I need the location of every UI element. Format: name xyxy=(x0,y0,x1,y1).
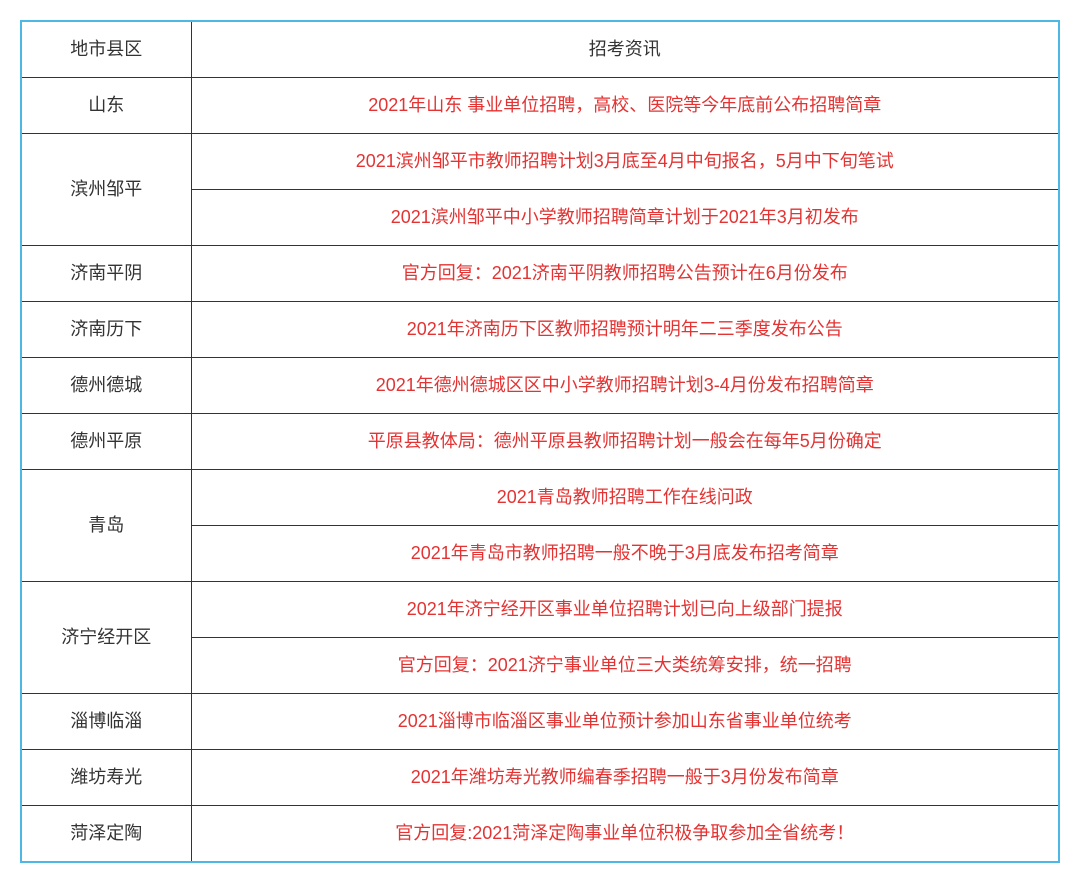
info-cell: 2021年德州德城区区中小学教师招聘计划3-4月份发布招聘简章 xyxy=(191,358,1059,414)
info-link[interactable]: 平原县教体局：德州平原县教师招聘计划一般会在每年5月份确定 xyxy=(368,431,882,451)
info-cell: 2021年潍坊寿光教师编春季招聘一般于3月份发布简章 xyxy=(191,750,1059,806)
info-link[interactable]: 官方回复:2021菏泽定陶事业单位积极争取参加全省统考！ xyxy=(395,823,854,843)
region-cell: 德州平原 xyxy=(21,414,191,470)
info-link[interactable]: 官方回复：2021济宁事业单位三大类统筹安排，统一招聘 xyxy=(398,655,852,675)
table-row: 山东 2021年山东 事业单位招聘，高校、医院等今年底前公布招聘简章 xyxy=(21,78,1059,134)
info-cell: 平原县教体局：德州平原县教师招聘计划一般会在每年5月份确定 xyxy=(191,414,1059,470)
region-cell: 济宁经开区 xyxy=(21,582,191,694)
region-cell: 济南历下 xyxy=(21,302,191,358)
info-cell: 2021淄博市临淄区事业单位预计参加山东省事业单位统考 xyxy=(191,694,1059,750)
info-link[interactable]: 2021滨州邹平中小学教师招聘简章计划于2021年3月初发布 xyxy=(391,207,859,227)
region-cell: 青岛 xyxy=(21,470,191,582)
info-link[interactable]: 2021年德州德城区区中小学教师招聘计划3-4月份发布招聘简章 xyxy=(376,375,874,395)
info-cell: 官方回复：2021济宁事业单位三大类统筹安排，统一招聘 xyxy=(191,638,1059,694)
table-row: 滨州邹平2021滨州邹平市教师招聘计划3月底至4月中旬报名，5月中下旬笔试 xyxy=(21,134,1059,190)
table-header-row: 地市县区 招考资讯 xyxy=(21,21,1059,78)
info-cell: 2021年山东 事业单位招聘，高校、医院等今年底前公布招聘简章 xyxy=(191,78,1059,134)
info-link[interactable]: 官方回复：2021济南平阴教师招聘公告预计在6月份发布 xyxy=(402,263,848,283)
info-cell: 2021滨州邹平中小学教师招聘简章计划于2021年3月初发布 xyxy=(191,190,1059,246)
recruitment-info-table: 地市县区 招考资讯 山东 2021年山东 事业单位招聘，高校、医院等今年底前公布招… xyxy=(20,20,1060,863)
info-cell: 2021年济南历下区教师招聘预计明年二三季度发布公告 xyxy=(191,302,1059,358)
info-link[interactable]: 2021青岛教师招聘工作在线问政 xyxy=(497,487,753,507)
header-info: 招考资讯 xyxy=(191,21,1059,78)
table-row: 德州平原 平原县教体局：德州平原县教师招聘计划一般会在每年5月份确定 xyxy=(21,414,1059,470)
table-row: 济宁经开区2021年济宁经开区事业单位招聘计划已向上级部门提报 xyxy=(21,582,1059,638)
table-body: 山东2021年山东 事业单位招聘，高校、医院等今年底前公布招聘简章滨州邹平202… xyxy=(21,78,1059,863)
region-cell: 德州德城 xyxy=(21,358,191,414)
info-cell: 2021年青岛市教师招聘一般不晚于3月底发布招考简章 xyxy=(191,526,1059,582)
table-row: 潍坊寿光 2021年潍坊寿光教师编春季招聘一般于3月份发布简章 xyxy=(21,750,1059,806)
header-region: 地市县区 xyxy=(21,21,191,78)
info-link[interactable]: 2021年青岛市教师招聘一般不晚于3月底发布招考简章 xyxy=(411,543,839,563)
info-link[interactable]: 2021年潍坊寿光教师编春季招聘一般于3月份发布简章 xyxy=(411,767,839,787)
table-row: 淄博临淄 2021淄博市临淄区事业单位预计参加山东省事业单位统考 xyxy=(21,694,1059,750)
info-cell: 2021年济宁经开区事业单位招聘计划已向上级部门提报 xyxy=(191,582,1059,638)
region-cell: 潍坊寿光 xyxy=(21,750,191,806)
info-link[interactable]: 2021滨州邹平市教师招聘计划3月底至4月中旬报名，5月中下旬笔试 xyxy=(356,151,894,171)
table-row: 济南平阴 官方回复：2021济南平阴教师招聘公告预计在6月份发布 xyxy=(21,246,1059,302)
info-link[interactable]: 2021年济南历下区教师招聘预计明年二三季度发布公告 xyxy=(407,319,843,339)
table-row: 德州德城 2021年德州德城区区中小学教师招聘计划3-4月份发布招聘简章 xyxy=(21,358,1059,414)
info-link[interactable]: 2021年济宁经开区事业单位招聘计划已向上级部门提报 xyxy=(407,599,843,619)
region-cell: 滨州邹平 xyxy=(21,134,191,246)
info-cell: 2021滨州邹平市教师招聘计划3月底至4月中旬报名，5月中下旬笔试 xyxy=(191,134,1059,190)
info-cell: 2021青岛教师招聘工作在线问政 xyxy=(191,470,1059,526)
info-link[interactable]: 2021淄博市临淄区事业单位预计参加山东省事业单位统考 xyxy=(398,711,852,731)
region-cell: 淄博临淄 xyxy=(21,694,191,750)
info-cell: 官方回复：2021济南平阴教师招聘公告预计在6月份发布 xyxy=(191,246,1059,302)
region-cell: 山东 xyxy=(21,78,191,134)
info-link[interactable]: 2021年山东 事业单位招聘，高校、医院等今年底前公布招聘简章 xyxy=(368,95,881,115)
table-row: 济南历下 2021年济南历下区教师招聘预计明年二三季度发布公告 xyxy=(21,302,1059,358)
table-row: 青岛2021青岛教师招聘工作在线问政 xyxy=(21,470,1059,526)
region-cell: 济南平阴 xyxy=(21,246,191,302)
